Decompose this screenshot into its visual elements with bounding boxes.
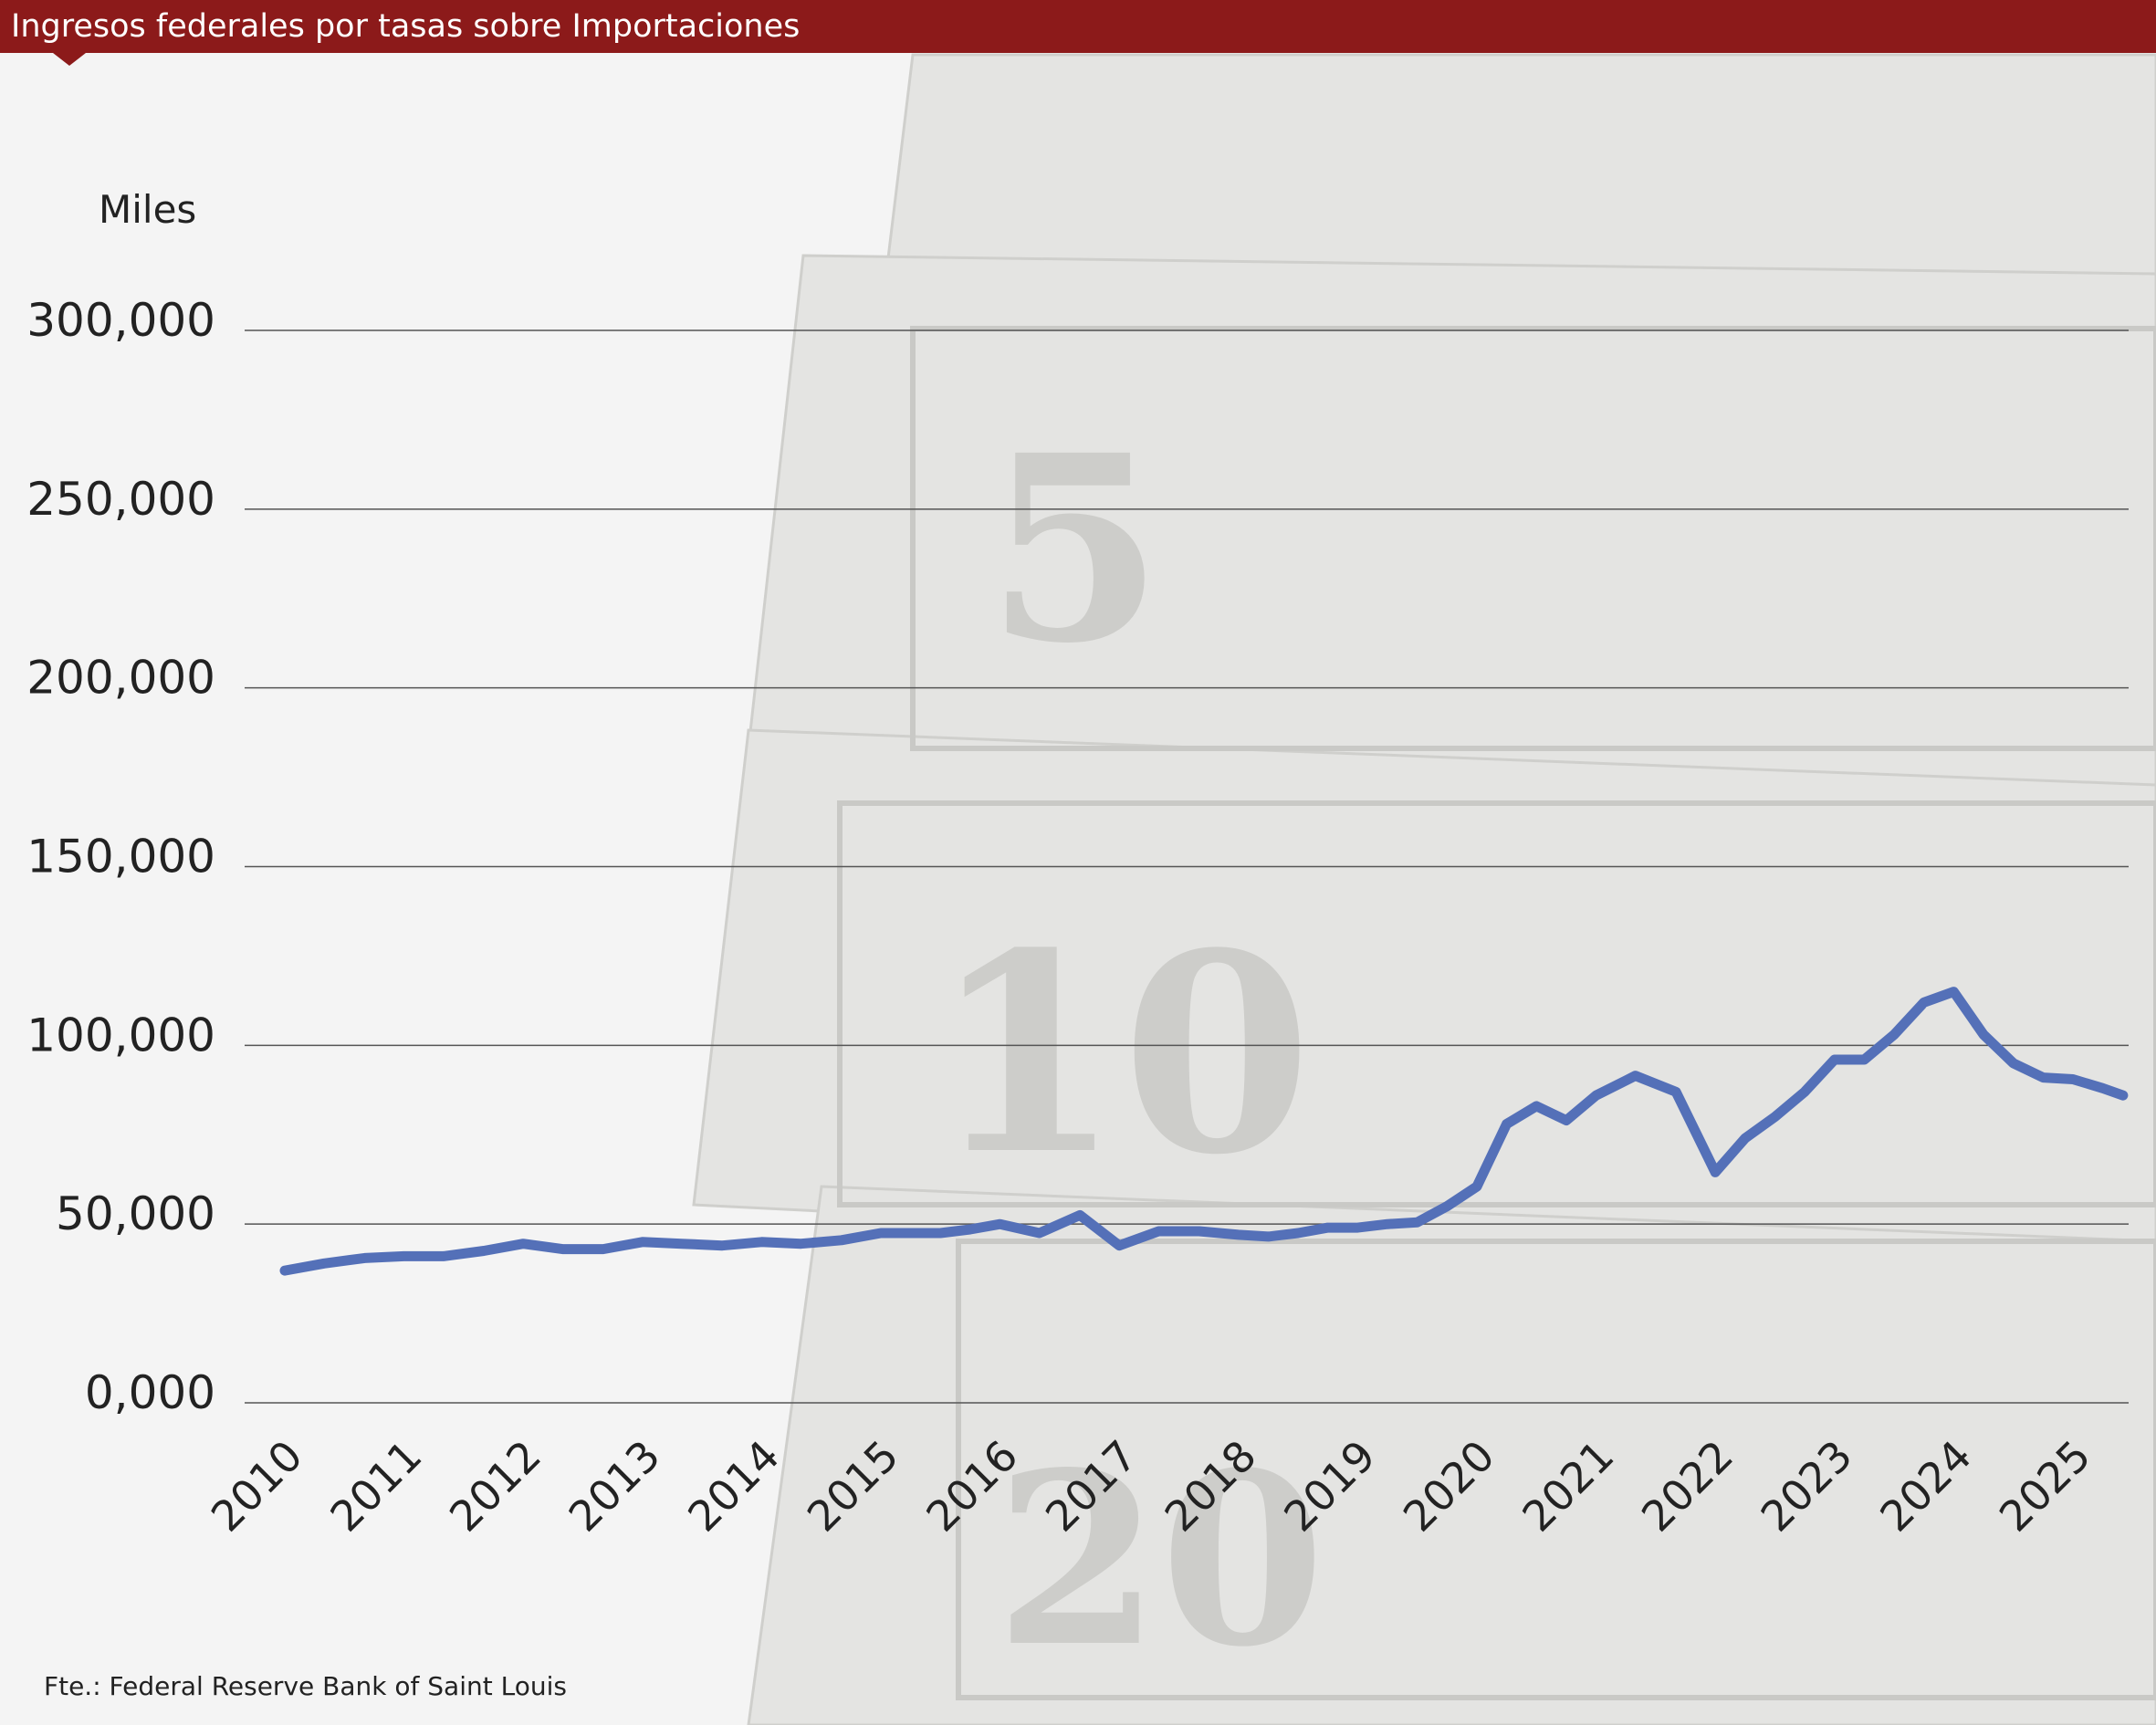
x-axis-tick-labels: 2010 2011 2012 2013 2014 2015 2016 2017 2018 2019… xyxy=(202,1431,2100,1542)
x-tick-label: 2016 xyxy=(916,1431,1027,1542)
y-tick-label: 50,000 xyxy=(56,1187,215,1240)
banknote-engravings: 5 10 20 xyxy=(931,400,1325,1699)
y-axis-tick-labels: 0,000 50,000 100,000 150,000 200,000 250,000 3… xyxy=(26,294,215,1419)
x-tick-label: 2022 xyxy=(1632,1431,1743,1542)
y-tick-label: 150,000 xyxy=(26,831,215,883)
svg-text:5: 5 xyxy=(986,400,1164,700)
x-tick-label: 2023 xyxy=(1752,1431,1862,1542)
y-axis-unit-label: Miles xyxy=(99,187,197,232)
x-tick-label: 2012 xyxy=(440,1431,550,1542)
y-tick-label: 300,000 xyxy=(26,294,215,347)
x-tick-label: 2010 xyxy=(202,1431,312,1542)
x-tick-label: 2020 xyxy=(1394,1431,1504,1542)
y-tick-label: 200,000 xyxy=(26,652,215,705)
y-tick-label: 100,000 xyxy=(26,1009,215,1061)
x-tick-label: 2021 xyxy=(1512,1431,1623,1542)
header-notch xyxy=(53,53,86,66)
x-tick-label: 2025 xyxy=(1990,1431,2100,1542)
x-tick-label: 2013 xyxy=(560,1431,670,1542)
x-tick-label: 2019 xyxy=(1274,1431,1385,1542)
header-bar xyxy=(0,0,2156,53)
x-tick-label: 2017 xyxy=(1036,1431,1146,1542)
svg-text:20: 20 xyxy=(995,1421,1325,1699)
x-tick-label: 2024 xyxy=(1870,1431,1981,1542)
x-tick-label: 2018 xyxy=(1156,1431,1266,1542)
x-tick-label: 2015 xyxy=(798,1431,908,1542)
chart-gridlines xyxy=(245,329,2129,1404)
y-tick-label: 0,000 xyxy=(85,1366,215,1419)
source-note: Fte.: Federal Reserve Bank of Saint Loui… xyxy=(44,1671,567,1701)
svg-text:10: 10 xyxy=(931,893,1312,1215)
chart-series xyxy=(279,987,2129,1276)
x-tick-label: 2014 xyxy=(678,1431,789,1542)
y-tick-label: 250,000 xyxy=(26,473,215,526)
series-line-0 xyxy=(279,987,2129,1276)
x-tick-label: 2011 xyxy=(320,1431,431,1542)
page-title: Ingresos federales por tasas sobre Impor… xyxy=(11,8,801,45)
